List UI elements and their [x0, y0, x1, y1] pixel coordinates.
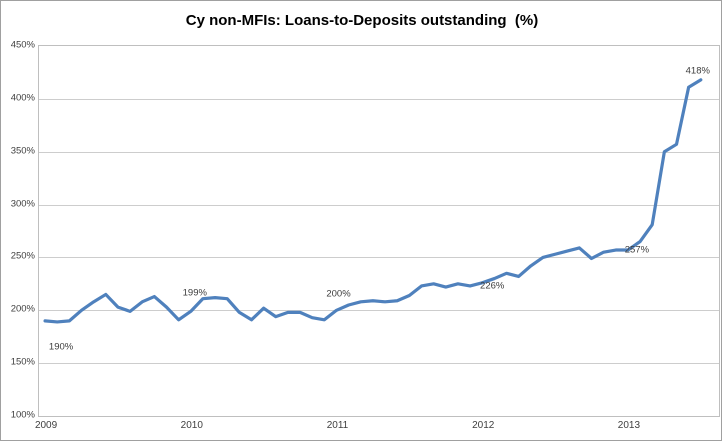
y-axis-label: 250% [10, 250, 35, 262]
chart-title: Cy non-MFIs: Loans-to-Deposits outstandi… [185, 12, 539, 29]
y-axis-label: 400% [10, 92, 35, 104]
x-axis-label: 2009 [34, 420, 58, 431]
data-label: 190% [48, 341, 74, 353]
y-axis-label: 200% [10, 303, 35, 315]
data-label: 199% [182, 287, 207, 299]
x-axis-label: 2013 [617, 420, 641, 431]
data-label: 418% [685, 65, 710, 77]
x-axis-label: 2011 [326, 420, 349, 431]
data-label: 226% [480, 280, 505, 292]
plot-area [38, 45, 720, 417]
series-line [43, 78, 703, 324]
x-axis-label: 2010 [180, 420, 203, 431]
series-svg [43, 78, 703, 324]
y-axis-label: 150% [10, 356, 35, 368]
y-axis-label: 100% [10, 409, 35, 421]
gridline [39, 257, 719, 259]
gridline [39, 363, 719, 365]
gridline [39, 204, 719, 206]
gridline [39, 151, 719, 153]
y-axis-label: 450% [10, 39, 35, 51]
y-axis-label: 300% [10, 198, 35, 210]
gridline [39, 310, 719, 312]
y-axis-label: 350% [10, 145, 35, 157]
data-label: 200% [326, 288, 351, 300]
x-axis-label: 2012 [472, 420, 495, 431]
gridline [39, 98, 719, 100]
data-label: 257% [624, 244, 650, 256]
